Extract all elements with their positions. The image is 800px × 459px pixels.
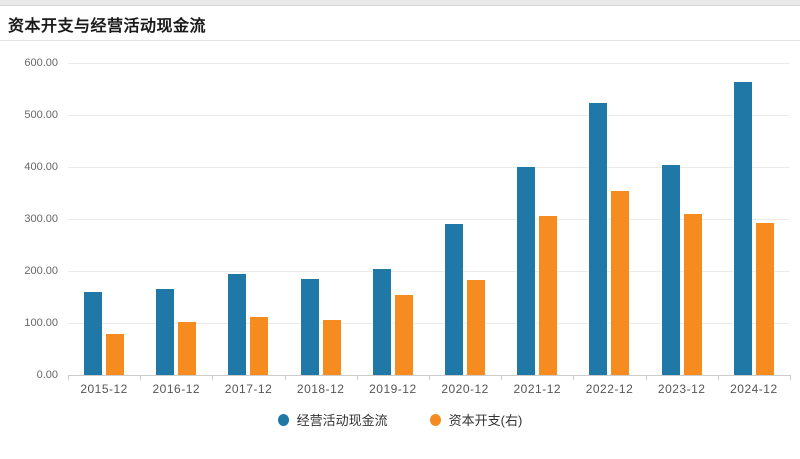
legend-dot-icon	[429, 413, 441, 426]
legend-dot-icon	[277, 413, 289, 426]
bar-capex[interactable]	[322, 320, 341, 375]
bar-operating-cashflow[interactable]	[733, 82, 752, 375]
bar-group	[68, 63, 140, 375]
bar-operating-cashflow[interactable]	[589, 102, 608, 375]
bar-operating-cashflow[interactable]	[661, 164, 680, 375]
bar-capex[interactable]	[467, 279, 486, 375]
y-tick-label: 500.00	[24, 109, 58, 121]
header-divider	[0, 40, 800, 41]
y-tick-label: 600.00	[24, 57, 58, 69]
y-tick-label: 200.00	[24, 265, 58, 277]
x-tick-label: 2022-12	[585, 382, 634, 396]
bar-capex[interactable]	[611, 190, 630, 375]
bar-capex[interactable]	[683, 213, 702, 375]
legend-label: 资本开支(右)	[448, 413, 523, 428]
bar-group	[573, 63, 645, 375]
bar-group	[357, 63, 429, 375]
bar-capex[interactable]	[106, 334, 125, 375]
x-tick-label: 2020-12	[441, 382, 489, 396]
legend-item-operating-cashflow[interactable]: 经营活动现金流	[277, 410, 388, 429]
gridline	[68, 323, 790, 324]
bar-operating-cashflow[interactable]	[517, 167, 536, 375]
bar-operating-cashflow[interactable]	[300, 278, 319, 375]
x-axis-tick	[356, 375, 358, 380]
x-axis-tick	[429, 375, 430, 380]
bar-capex[interactable]	[394, 294, 413, 375]
gridline	[68, 63, 790, 64]
top-strip	[0, 0, 800, 6]
x-tick-label: 2018-12	[296, 382, 345, 396]
x-axis-tick	[284, 375, 286, 380]
gridline	[68, 115, 790, 116]
y-tick-label: 300.00	[24, 213, 58, 225]
x-tick-label: 2021-12	[513, 382, 562, 396]
x-tick-label: 2017-12	[224, 382, 273, 396]
x-tick-label: 2016-12	[152, 382, 201, 396]
x-axis-tick	[645, 375, 647, 380]
x-tick-label: 2019-12	[369, 382, 417, 396]
y-tick-label: 100.00	[24, 317, 58, 329]
plot-area	[68, 63, 790, 376]
bar-group	[646, 63, 718, 375]
y-tick-label: 400.00	[24, 161, 58, 173]
x-tick-label: 2015-12	[80, 382, 128, 396]
bar-operating-cashflow[interactable]	[156, 289, 175, 375]
gridline	[68, 219, 790, 220]
chart-legend: 经营活动现金流 资本开支(右)	[0, 410, 800, 429]
gridline	[68, 271, 790, 272]
bar-group	[212, 63, 284, 375]
x-axis-tick	[212, 375, 214, 380]
bar-group	[285, 63, 357, 375]
x-tick-label: 2023-12	[657, 382, 706, 396]
legend-label: 经营活动现金流	[296, 413, 388, 428]
x-tick-label: 2024-12	[730, 382, 778, 396]
x-axis-tick	[501, 375, 503, 380]
bar-group	[501, 63, 573, 375]
x-axis-tick	[717, 375, 719, 380]
x-axis-tick	[68, 375, 69, 380]
y-tick-label: 0.00	[36, 369, 58, 381]
bar-capex[interactable]	[178, 321, 197, 375]
bar-operating-cashflow[interactable]	[84, 291, 103, 375]
x-axis-tick	[140, 375, 142, 380]
bar-group	[718, 63, 790, 375]
bar-capex[interactable]	[539, 216, 558, 375]
bar-operating-cashflow[interactable]	[372, 268, 391, 375]
gridline	[68, 167, 790, 168]
bar-group	[429, 63, 501, 375]
x-axis-tick	[790, 375, 791, 380]
bar-operating-cashflow[interactable]	[445, 224, 464, 375]
bar-operating-cashflow[interactable]	[228, 273, 247, 375]
x-axis-tick	[573, 375, 575, 380]
bar-group	[140, 63, 212, 375]
page-title: 资本开支与经营活动现金流	[8, 18, 207, 35]
legend-item-capex[interactable]: 资本开支(右)	[429, 410, 523, 429]
bar-capex[interactable]	[755, 222, 774, 375]
bar-capex[interactable]	[250, 316, 269, 375]
